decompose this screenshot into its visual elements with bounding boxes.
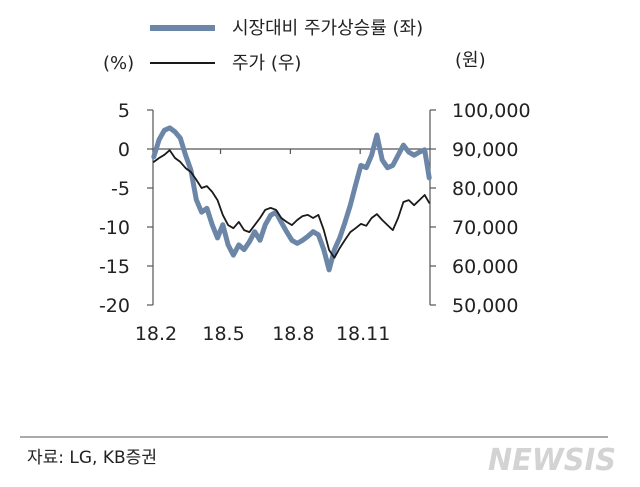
- newsis-watermark: NEWSIS: [488, 443, 616, 478]
- y-right-tick-label: 50,000: [452, 295, 518, 317]
- y-right-tick-label: 60,000: [452, 256, 518, 278]
- axis-ticks: 5 0 -5 -10 -15 -20 100,000 90,000 80,000 70,000 60…: [99, 100, 531, 345]
- y-right-tick-label: 90,000: [452, 139, 518, 161]
- legend-label-share-price: 주가 (우): [232, 53, 301, 74]
- series-lines: [151, 125, 432, 273]
- x-tick-label: 18.5: [202, 323, 244, 345]
- y-left-tick-label: -20: [99, 295, 130, 317]
- y-left-tick-label: -10: [99, 217, 130, 239]
- x-tick-label: 18.8: [272, 323, 314, 345]
- y-right-tick-label: 80,000: [452, 178, 518, 200]
- share-price-line: [152, 149, 431, 259]
- x-tick-label: 18.11: [336, 323, 390, 345]
- y-left-tick-label: 5: [118, 100, 130, 122]
- x-tick-label: 18.2: [135, 323, 177, 345]
- source-note: 자료: LG, KB증권: [27, 448, 157, 468]
- y-left-tick-label: -5: [111, 178, 130, 200]
- zero-reference: [152, 148, 430, 154]
- y-right-tick-label: 100,000: [452, 100, 531, 122]
- market-relative-return-line: [151, 125, 432, 273]
- y-right-tick-label: 70,000: [452, 217, 518, 239]
- y-left-axis-unit-label: (%): [103, 53, 134, 74]
- y-right-axis-unit-label: (원): [455, 50, 486, 71]
- y-left-tick-label: 0: [118, 139, 130, 161]
- y-left-tick-label: -15: [99, 256, 130, 278]
- legend-label-market-relative-return: 시장대비 주가상승률 (좌): [232, 18, 423, 39]
- legend: 시장대비 주가상승률 (좌) 주가 (우): [150, 18, 423, 74]
